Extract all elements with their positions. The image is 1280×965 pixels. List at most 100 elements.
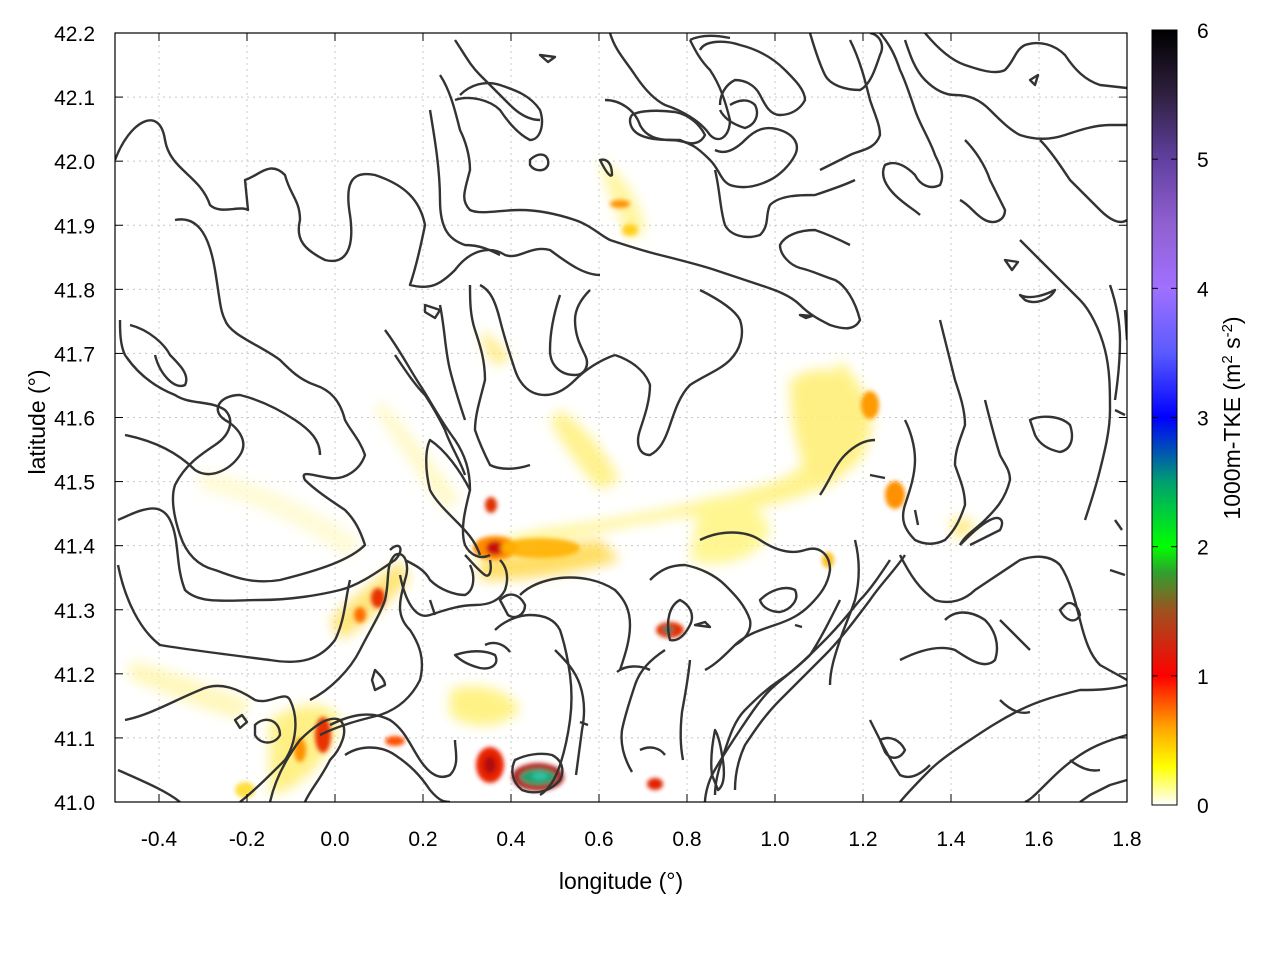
contour-line [464, 554, 492, 577]
x-tick-label: 1.4 [936, 828, 966, 851]
contour-line [693, 620, 712, 629]
contour-line [868, 719, 931, 779]
contour-line [649, 563, 752, 647]
x-tick-label: 0.2 [408, 828, 437, 851]
contour-line [384, 329, 491, 559]
contour-line [899, 611, 999, 666]
y-tick-label: 41.2 [54, 664, 95, 687]
tke-hotspot [371, 588, 385, 608]
contour-line [253, 718, 282, 744]
tke-band [375, 400, 460, 510]
contour-line [616, 665, 651, 673]
contour-line [899, 683, 1127, 802]
colorbar-tick-label: 2 [1197, 537, 1209, 560]
y-tick-label: 41.4 [54, 536, 95, 559]
contour-line [628, 109, 707, 145]
tke-band [200, 470, 360, 560]
tke-field [130, 160, 975, 798]
contour-line [519, 576, 632, 671]
contour-line [689, 34, 731, 42]
y-tick-label: 41.8 [54, 279, 95, 302]
tke-hotspot [385, 736, 405, 746]
tke-band [690, 496, 770, 564]
contour-line [538, 53, 557, 64]
contour-line [1018, 288, 1057, 304]
contour-line [703, 599, 842, 802]
colorbar-title-base: 1000m-TKE (m [1219, 364, 1245, 520]
contour-line [344, 746, 451, 802]
tke-band [480, 330, 510, 365]
contour-line [423, 303, 442, 320]
contour-line [898, 554, 1127, 682]
contour-line [1028, 415, 1074, 454]
contour-line [608, 33, 732, 141]
contour-line [428, 109, 501, 257]
contour-line [758, 586, 798, 614]
contour-line [959, 516, 1004, 547]
contour-line [869, 473, 886, 480]
tke-hotspot [354, 607, 366, 623]
contour-line [713, 169, 856, 239]
contour-line [1028, 73, 1040, 87]
contour-line [498, 593, 527, 619]
contour-line [453, 650, 498, 670]
contour-line [454, 39, 541, 122]
contour-line [1109, 568, 1126, 577]
tke-hotspot [861, 391, 879, 419]
contour-line [1003, 258, 1020, 272]
contour-line [329, 713, 458, 779]
colorbar-title-end: ) [1219, 316, 1245, 324]
tke-band [330, 560, 410, 640]
contour-line [116, 564, 352, 663]
contour-line [129, 323, 188, 388]
contour-line [579, 720, 589, 727]
colorbar-title: 1000m-TKE (m2 s-2) [1219, 316, 1245, 519]
tke-hotspot [532, 772, 548, 780]
x-tick-label: 0.8 [672, 828, 701, 851]
tke-hotspot [315, 717, 331, 753]
contour-line [370, 668, 387, 692]
y-tick-label: 41.3 [54, 600, 95, 623]
contour-line [398, 559, 509, 617]
contour-line [124, 684, 297, 802]
y-axis-ticks: 41.0 41.1 41.2 41.3 41.4 41.5 41.6 41.7 41.8 41.9… [54, 23, 1127, 815]
colorbar-title-sup1: 2 [1219, 355, 1236, 363]
contour-line [598, 158, 614, 177]
contour-line [718, 99, 759, 130]
tke-hotspot [486, 541, 504, 555]
x-tick-label: 1.6 [1024, 828, 1053, 851]
x-tick-label: 1.8 [1112, 828, 1141, 851]
tke-band [130, 660, 250, 720]
contour-line [808, 33, 884, 92]
contour-line [1058, 601, 1082, 622]
x-tick-label: -0.4 [141, 828, 178, 851]
contour-line [819, 438, 876, 496]
contour-line [901, 319, 967, 545]
contour-line [117, 507, 402, 602]
contour-line [528, 153, 550, 172]
colorbar-tick-label: 1 [1197, 666, 1209, 689]
contour-line [639, 746, 666, 756]
contour-line [604, 98, 799, 189]
contour-line [913, 509, 920, 526]
contour-line [484, 641, 511, 653]
tke-band [600, 160, 645, 240]
terrain-contours [115, 33, 1127, 802]
contour-line [1079, 778, 1127, 802]
contour-line [903, 39, 1127, 140]
contour-line [554, 649, 586, 776]
colorbar-tick-label: 0 [1197, 795, 1209, 818]
colorbar-tick-label: 6 [1197, 20, 1209, 43]
x-tick-label: 0.6 [584, 828, 613, 851]
contour-line [958, 399, 1012, 546]
y-tick-label: 41.6 [54, 408, 95, 431]
contour-line [710, 728, 726, 792]
contour-line [428, 599, 437, 616]
contour-line [878, 736, 907, 759]
colorbar-title-sup2: -2 [1219, 324, 1236, 337]
contour-line [1069, 759, 1101, 772]
y-axis-title: latitude (°) [24, 369, 50, 474]
contour-line [494, 613, 573, 797]
contour-line [798, 313, 814, 320]
